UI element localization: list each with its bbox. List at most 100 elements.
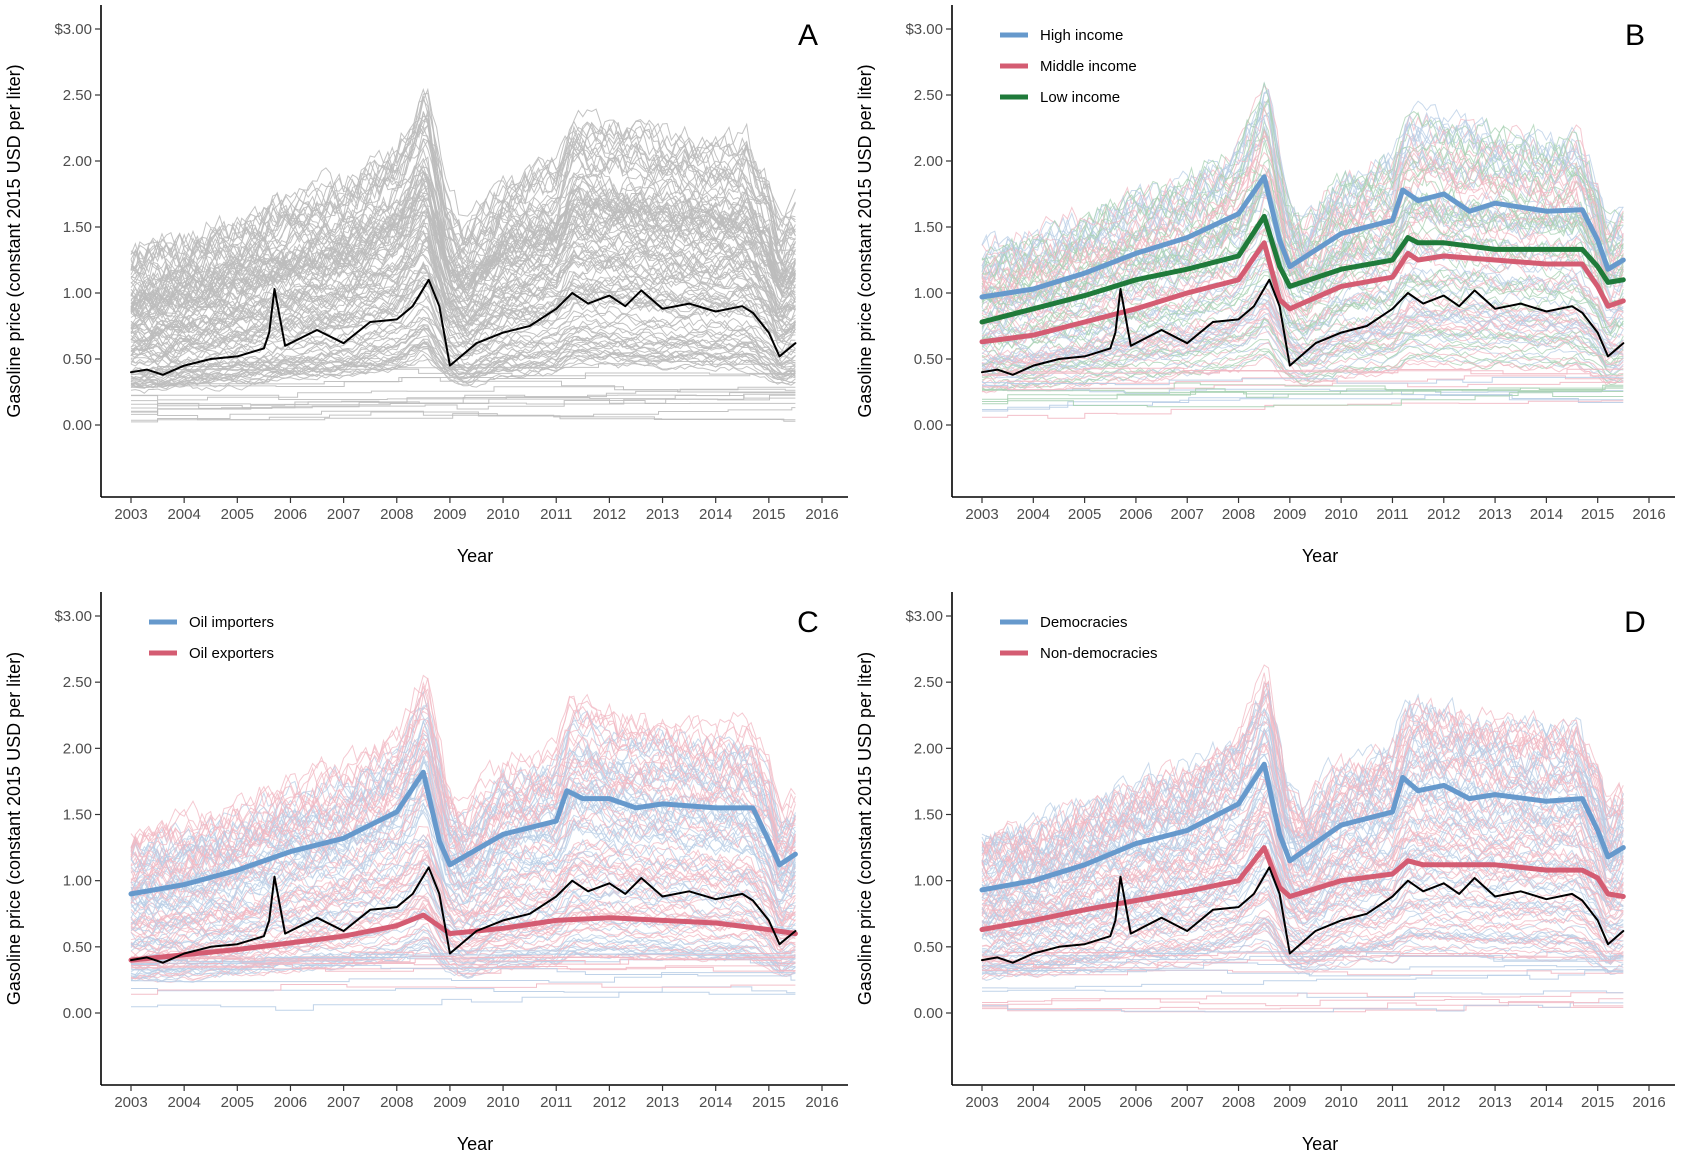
- country-line-flat: [982, 955, 1624, 969]
- x-tick-label: 2012: [1427, 506, 1460, 523]
- country-line: [981, 257, 1624, 351]
- country-line-flat: [982, 375, 1624, 388]
- x-tick-label: 2006: [1119, 506, 1152, 523]
- background-lines-A: [130, 87, 796, 423]
- country-line: [130, 111, 796, 280]
- country-line: [130, 278, 796, 357]
- y-axis-title: Gasoline price (constant 2015 USD per li…: [4, 64, 24, 417]
- country-line: [981, 725, 1624, 876]
- x-tick-label: 2016: [1632, 1094, 1665, 1111]
- country-line-flat: [982, 989, 1624, 998]
- x-axis-title: Year: [457, 1134, 493, 1154]
- y-tick-label: 1.00: [63, 873, 92, 890]
- x-axis-title: Year: [1302, 546, 1338, 566]
- country-line: [981, 921, 1624, 970]
- x-tick-label: 2010: [486, 1094, 519, 1111]
- country-line-flat: [131, 407, 796, 423]
- country-line: [981, 106, 1624, 290]
- country-line: [981, 274, 1624, 348]
- x-tick-label: 2014: [1530, 506, 1563, 523]
- country-line: [130, 875, 796, 950]
- series-line-0: [128, 769, 798, 897]
- x-tick-label: 2015: [1581, 506, 1614, 523]
- country-line: [130, 849, 796, 937]
- x-tick-label: 2004: [167, 506, 200, 523]
- y-tick-label: 2.50: [63, 674, 92, 691]
- legend-label: Democracies: [1040, 614, 1128, 631]
- x-tick-label: 2013: [646, 506, 679, 523]
- legend-label: High income: [1040, 27, 1123, 44]
- country-line: [130, 92, 796, 276]
- country-line-flat: [131, 367, 796, 377]
- country-line: [981, 918, 1624, 968]
- country-line-flat: [982, 992, 1624, 1008]
- panel-A: 0.00 0.50 1.00 1.50 2.00 2.50 $3.00 2003 2004 200…: [4, 5, 848, 566]
- y-tick-label: 0.50: [914, 939, 943, 956]
- x-tick-label: 2016: [805, 506, 838, 523]
- country-line: [130, 788, 796, 915]
- series-line-0: [979, 761, 1626, 893]
- x-tick-label: 2009: [1273, 506, 1306, 523]
- country-line: [981, 769, 1624, 899]
- country-line: [981, 288, 1624, 361]
- y-tick-label: $3.00: [54, 21, 92, 38]
- x-tick-label: 2012: [593, 1094, 626, 1111]
- panel-letter: D: [1624, 606, 1646, 639]
- country-line: [981, 164, 1624, 299]
- country-line: [130, 686, 796, 858]
- x-tick-label: 2015: [752, 1094, 785, 1111]
- country-line-flat: [131, 410, 796, 422]
- country-line: [981, 107, 1624, 273]
- country-line: [981, 291, 1624, 362]
- y-tick-label: 2.00: [914, 740, 943, 757]
- country-line: [130, 138, 796, 295]
- country-line: [130, 109, 796, 271]
- y-tick-label: 1.00: [63, 285, 92, 302]
- country-line: [981, 879, 1624, 954]
- country-line: [130, 718, 796, 884]
- country-line: [130, 869, 796, 948]
- country-line: [130, 216, 796, 336]
- x-tick-label: 2006: [274, 506, 307, 523]
- legend-label: Non-democracies: [1040, 645, 1158, 662]
- country-line-flat: [131, 972, 796, 983]
- x-axis-title: Year: [457, 546, 493, 566]
- series-line-1: [128, 912, 798, 963]
- country-line-flat: [131, 964, 796, 981]
- country-line: [130, 236, 796, 332]
- x-tick-label: 2003: [965, 1094, 998, 1111]
- country-line: [981, 672, 1624, 863]
- country-line-flat: [982, 950, 1624, 957]
- x-tick-label: 2009: [1273, 1094, 1306, 1111]
- country-line: [981, 690, 1624, 854]
- country-line: [130, 348, 796, 388]
- country-line: [981, 917, 1624, 967]
- country-line: [130, 793, 796, 902]
- country-line: [981, 117, 1624, 282]
- panel-B: 0.00 0.50 1.00 1.50 2.00 2.50 $3.00 2003 2004 200…: [855, 5, 1675, 566]
- country-line: [130, 358, 796, 394]
- country-line-flat: [982, 969, 1624, 976]
- country-line: [130, 750, 796, 883]
- country-line-flat: [131, 360, 796, 373]
- country-line: [981, 867, 1624, 940]
- y-tick-label: $3.00: [54, 608, 92, 625]
- y-axis-title: Gasoline price (constant 2015 USD per li…: [855, 64, 875, 417]
- country-line-flat: [131, 394, 796, 415]
- legend-label: Low income: [1040, 89, 1120, 106]
- x-tick-label: 2011: [1376, 506, 1408, 523]
- country-line: [981, 879, 1624, 948]
- y-tick-label: 0.50: [63, 939, 92, 956]
- y-tick-label: 2.50: [914, 87, 943, 104]
- panel-D: 0.00 0.50 1.00 1.50 2.00 2.50 $3.00 2003 2004 200…: [855, 592, 1675, 1154]
- y-tick-label: 0.00: [63, 1005, 92, 1022]
- country-line: [130, 324, 796, 377]
- country-line: [130, 802, 796, 912]
- country-line: [981, 96, 1624, 268]
- x-tick-label: 2008: [1222, 1094, 1255, 1111]
- country-line: [130, 693, 796, 855]
- y-tick-label: 2.50: [914, 674, 943, 691]
- x-tick-label: 2014: [1530, 1094, 1563, 1111]
- country-line: [130, 123, 796, 275]
